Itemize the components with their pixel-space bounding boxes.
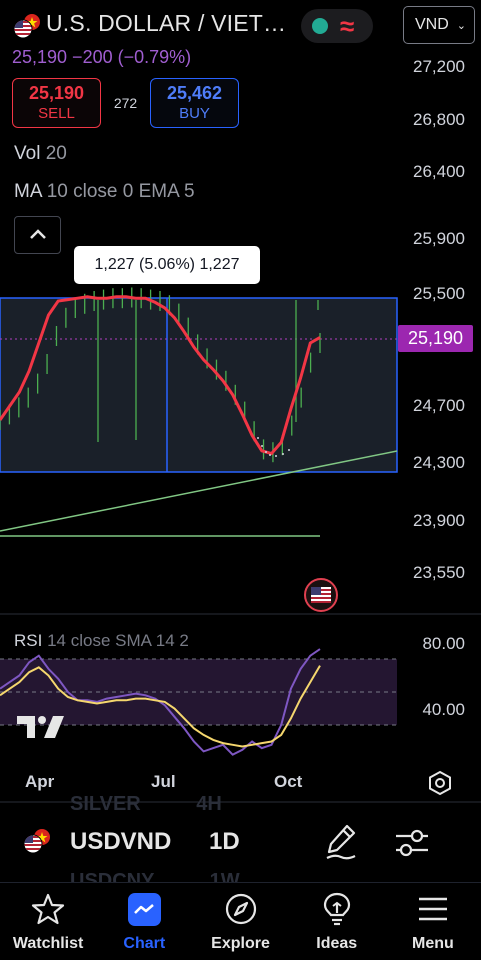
rsi-tick: 80.00	[422, 634, 465, 653]
nav-label: Ideas	[316, 935, 358, 952]
sell-price: 25,190	[28, 83, 85, 103]
sell-label: SELL	[38, 105, 75, 122]
sliders-icon	[396, 829, 428, 857]
price-tick: 24,700	[413, 396, 465, 415]
indicators-button[interactable]	[392, 824, 432, 862]
sell-button[interactable]: 25,190 SELL	[12, 78, 101, 128]
time-tick: Oct	[274, 772, 303, 791]
rsi-indicator-label[interactable]: RSI 14 close SMA 14 2	[14, 631, 189, 651]
measure-range-box	[0, 297, 398, 473]
price-tick: 25,900	[413, 229, 465, 248]
symbol-selector[interactable]: USDVND	[70, 828, 172, 855]
nav-label: Chart	[123, 935, 166, 952]
chevron-down-icon: ⌄	[456, 20, 466, 32]
low-dots	[257, 437, 290, 457]
price-tick: 24,300	[413, 453, 465, 472]
hamburger-icon	[415, 891, 451, 927]
current-price-tag: 25,190	[398, 325, 473, 352]
nav-watchlist[interactable]: Watchlist	[0, 883, 96, 960]
wave-icon: ≈	[340, 11, 355, 41]
nav-label: Watchlist	[12, 935, 84, 952]
us-flag-event-icon[interactable]	[304, 578, 338, 612]
price-tick: 26,400	[413, 162, 465, 181]
star-icon	[30, 891, 66, 927]
nav-label: Menu	[412, 935, 454, 952]
lightbulb-icon	[319, 891, 355, 927]
timeframe-selector[interactable]: 1D	[209, 828, 240, 855]
pen-icon	[326, 824, 356, 860]
bottom-nav: Watchlist Chart Explore	[0, 882, 481, 960]
price-tick: 27,200	[413, 57, 465, 76]
time-tick: Jul	[151, 772, 176, 791]
collapse-indicators-button[interactable]	[14, 216, 61, 254]
price-tick: 23,900	[413, 511, 465, 530]
rsi-tick: 40.00	[422, 700, 465, 719]
compass-icon	[223, 891, 259, 927]
vol-name: Vol	[14, 143, 41, 164]
spread-value: 272	[113, 95, 138, 111]
ma-indicator-label[interactable]: MA 10 close 0 EMA 5	[14, 181, 195, 203]
buy-button[interactable]: 25,462 BUY	[150, 78, 239, 128]
buy-label: BUY	[179, 105, 210, 122]
vol-param: 20	[45, 143, 67, 164]
currency-value: VND	[415, 16, 449, 33]
buy-price: 25,462	[166, 83, 223, 103]
drawing-tools-button[interactable]	[323, 822, 359, 862]
rsi-params: 14 close SMA 14 2	[47, 631, 189, 650]
price-tick: 26,800	[413, 110, 465, 129]
quote-change: 25,190 −200 (−0.79%)	[12, 47, 192, 67]
us-flag-icon	[22, 828, 52, 854]
rsi-name: RSI	[14, 631, 43, 650]
chart-settings-button[interactable]	[425, 768, 455, 798]
chart-icon	[126, 891, 162, 927]
nav-explore[interactable]: Explore	[192, 883, 288, 960]
ma-params: 10 close 0 EMA 5	[46, 181, 195, 202]
previous-symbol-ghost: SILVER 4H	[70, 793, 222, 815]
rsi-ma-line	[0, 665, 321, 748]
nav-label: Explore	[211, 935, 270, 952]
measure-tooltip: 1,227 (5.06%) 1,227	[74, 246, 260, 284]
volume-indicator-label[interactable]: Vol 20	[14, 143, 67, 165]
trendline-rising	[0, 450, 398, 532]
hexagon-settings-icon	[429, 770, 451, 796]
price-tick: 25,500	[413, 284, 465, 303]
nav-ideas[interactable]: Ideas	[289, 883, 385, 960]
chevron-up-icon	[30, 229, 46, 239]
price-tick: 23,550	[413, 563, 465, 582]
nav-chart[interactable]: Chart	[96, 883, 192, 960]
currency-select[interactable]: VND ⌄	[403, 6, 475, 44]
symbol-title[interactable]: U.S. DOLLAR / VIET…	[46, 10, 287, 36]
us-flag-icon	[12, 13, 42, 39]
market-open-dot-icon	[312, 18, 328, 34]
time-tick: Apr	[25, 772, 55, 791]
nav-menu[interactable]: Menu	[385, 883, 481, 960]
tradingview-logo-icon	[17, 714, 65, 745]
ma-name: MA	[14, 181, 42, 202]
